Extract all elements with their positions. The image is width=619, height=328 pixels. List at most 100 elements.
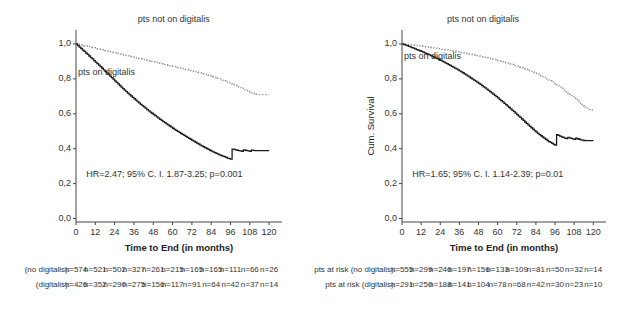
y-tick-label: 1,0 [58,38,71,48]
y-tick [73,148,76,149]
y-tick-label: 0,8 [384,73,397,83]
x-tick [402,222,403,225]
x-tick [211,222,212,225]
at-risk-count: n=104 [467,280,490,289]
x-tick-label: 108 [567,227,582,237]
survival-step-line [402,44,593,145]
figure: 0,00,20,40,60,81,00122436486072849610812… [0,0,619,328]
y-tick-label: 0,4 [384,143,397,153]
annotation: pts on digitalis [404,51,462,61]
annotation: pts on digitalis [78,67,136,77]
x-tick [95,222,96,225]
x-tick-label: 0 [73,227,78,237]
y-tick [399,183,402,184]
at-risk-count: n=14 [584,265,603,274]
x-tick [269,222,270,225]
y-tick-label: 0,0 [58,213,71,223]
x-tick-label: 84 [206,227,216,237]
at-risk-count: n=66 [241,265,260,274]
x-tick [516,222,517,225]
x-tick-label: 60 [493,227,503,237]
x-tick-label: 72 [512,227,522,237]
x-tick-label: 12 [416,227,426,237]
x-tick-label: 72 [187,227,197,237]
x-tick [153,222,154,225]
y-tick [399,113,402,114]
y-tick [73,43,76,44]
panel: 0,00,20,40,60,81,00122436486072849610812… [25,14,282,289]
at-risk-count: n=109 [506,265,529,274]
x-tick [421,222,422,225]
survival-step-line [76,44,269,159]
plot-area [76,44,269,159]
x-axis-label: Time to End (in months) [450,242,559,253]
x-tick [230,222,231,225]
x-tick [497,222,498,225]
annotation: pts not on digitalis [447,14,520,24]
x-tick [172,222,173,225]
at-risk-count: n=78 [489,280,508,289]
at-risk-count: n=23 [565,280,584,289]
x-tick-label: 96 [225,227,235,237]
y-axis-line [76,30,77,222]
at-risk-count: n=81 [527,265,546,274]
y-tick [73,113,76,114]
x-tick-label: 84 [531,227,541,237]
at-risk-count: n=68 [508,280,527,289]
x-tick-label: 48 [473,227,483,237]
x-tick [478,222,479,225]
at-risk-count: n=32 [565,265,584,274]
x-tick [191,222,192,225]
y-tick [73,78,76,79]
y-tick [399,43,402,44]
x-tick [249,222,250,225]
annotation: pts not on digitalis [138,14,211,24]
at-risk-count: n=91 [183,280,202,289]
at-risk-row-label: pts at risk (no digitalis): [314,265,396,274]
plot-area [402,44,593,145]
x-tick [535,222,536,225]
x-tick [593,222,594,225]
at-risk-count: n=30 [546,280,565,289]
y-tick-label: 0,6 [58,108,71,118]
at-risk-count: n=50 [546,265,565,274]
annotation: HR=1.65; 95% C. I. 1.14-2.39; p=0.01 [412,169,563,179]
x-axis-line [76,222,282,223]
x-tick [574,222,575,225]
at-risk-count: n=42 [527,280,546,289]
y-axis-label: Cum. Survival [365,96,376,155]
x-tick-label: 12 [90,227,100,237]
x-axis-line [402,222,606,223]
y-tick [73,218,76,219]
y-tick-label: 0,4 [58,143,71,153]
x-tick-label: 36 [454,227,464,237]
at-risk-count: n=26 [260,265,279,274]
at-risk-row-label: pts at risk (digitalis): [325,280,396,289]
at-risk-count: n=64 [202,280,221,289]
x-tick [76,222,77,225]
x-tick-label: 0 [399,227,404,237]
at-risk-count: n=37 [241,280,260,289]
annotation: HR=2.47; 95% C. I. 1.87-3.25; p=0.001 [86,169,242,179]
at-risk-count: n=42 [221,280,240,289]
x-tick-label: 120 [586,227,601,237]
y-tick-label: 1,0 [384,38,397,48]
x-axis-label: Time to End (in months) [125,242,234,253]
at-risk-count: n=117 [162,280,184,289]
x-tick-label: 48 [148,227,158,237]
y-tick [399,148,402,149]
x-tick [555,222,556,225]
survival-step-line [76,44,269,95]
at-risk-count: n=14 [260,280,279,289]
at-risk-row-label: (no digitalis): [25,265,70,274]
x-tick [133,222,134,225]
x-tick [440,222,441,225]
y-tick [399,218,402,219]
y-tick [399,78,402,79]
y-tick-label: 0,2 [384,178,397,188]
y-tick [73,183,76,184]
y-tick-label: 0,0 [384,213,397,223]
x-tick-label: 120 [262,227,277,237]
y-tick-label: 0,8 [58,73,71,83]
x-tick-label: 36 [129,227,139,237]
